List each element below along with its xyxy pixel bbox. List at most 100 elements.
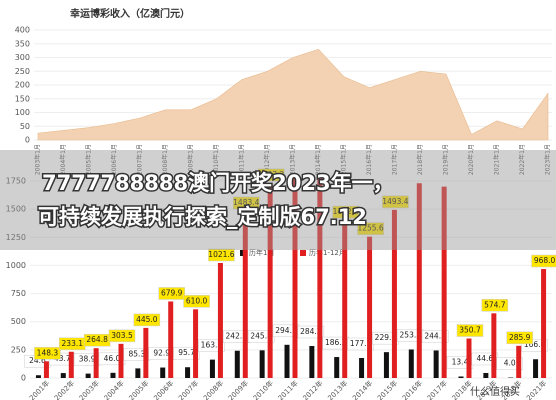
bar <box>185 367 191 378</box>
bar <box>284 344 290 378</box>
value-label: 244.5 <box>424 331 446 340</box>
value-label: 445.0 <box>136 315 158 324</box>
bar <box>267 182 273 378</box>
x-tick-label: 2001年 <box>27 378 51 400</box>
label-box <box>133 313 161 327</box>
value-label: 4.0 <box>504 359 516 368</box>
x-tick-label: 2011年1月 <box>238 144 246 175</box>
x-tick-label: 2012年 <box>301 378 325 400</box>
x-tick-label: 2017年 <box>425 378 449 400</box>
bar <box>359 357 365 378</box>
value-label: 294.9 <box>275 326 297 335</box>
bar <box>416 183 422 378</box>
x-tick-label: 2013年1月 <box>289 144 297 175</box>
value-label: 46.0 <box>104 354 121 363</box>
value-label: 242.1 <box>226 332 248 341</box>
value-label: 1733.2 <box>258 170 284 179</box>
bar <box>234 350 240 378</box>
x-tick-label: 2003年 <box>77 378 101 400</box>
value-label: 264.8 <box>86 335 108 344</box>
value-label: 245.8 <box>250 331 272 340</box>
label-box <box>531 254 556 268</box>
y-tick-label: 250 <box>15 67 30 76</box>
value-label: 574.7 <box>484 300 506 309</box>
x-tick-label: 2018年1月 <box>416 144 424 175</box>
label-box <box>332 205 359 219</box>
x-tick-label: 2019年1月 <box>442 144 450 175</box>
value-label: 92.9 <box>153 349 170 358</box>
bar <box>441 186 447 378</box>
y-tick-label: 350 <box>15 39 30 48</box>
y-tick-label: 1250 <box>6 233 26 242</box>
x-tick-label: 2007年1月 <box>136 144 144 175</box>
x-tick-label: 2010年1月 <box>212 144 220 175</box>
value-label: 303.5 <box>111 331 133 340</box>
x-tick-label: 2012年1月 <box>263 144 271 175</box>
chart-title: 幸运博彩收入（亿澳门元） <box>70 7 190 20</box>
bar <box>466 338 472 378</box>
bar <box>383 352 389 378</box>
x-tick-label: 2016年1月 <box>365 144 373 175</box>
y-tick-label: 1750 <box>6 177 26 186</box>
value-label: 186.2 <box>325 338 347 347</box>
x-tick-label: 2002年 <box>52 378 76 400</box>
bar <box>516 345 522 378</box>
watermark: 什么值得买 <box>470 385 520 398</box>
bar <box>533 359 539 378</box>
label-box <box>158 287 185 300</box>
y-tick-label: 1500 <box>6 205 26 214</box>
value-label: 43.7 <box>54 354 71 363</box>
x-tick-label: 2013年 <box>326 378 350 400</box>
x-tick-label: 2015年 <box>375 378 399 400</box>
x-tick-label: 2003年1月 <box>34 144 42 175</box>
legend-label: 历年1月 <box>249 248 274 257</box>
value-label: 95.7 <box>178 348 195 357</box>
bar <box>209 359 215 378</box>
label-box <box>481 299 509 312</box>
value-label: 38.9 <box>79 355 96 364</box>
label-box <box>208 248 235 262</box>
y-tick-label: 50 <box>20 122 30 131</box>
bar <box>35 375 41 378</box>
x-tick-label: 2008年 <box>201 378 225 400</box>
bar <box>458 376 464 378</box>
x-tick-label: 2011年 <box>276 378 300 400</box>
bar <box>309 346 315 378</box>
label-box <box>506 331 533 345</box>
y-tick-label: 150 <box>15 94 30 103</box>
value-label: 284.2 <box>300 327 322 336</box>
value-label: 1402.6 <box>333 207 359 216</box>
x-tick-label: 2006年1月 <box>110 144 118 175</box>
x-tick-label: 2004年 <box>102 378 126 400</box>
y-tick-label: 300 <box>15 53 30 62</box>
bar <box>491 313 497 378</box>
label-box <box>108 329 136 343</box>
value-label: 177.7 <box>350 339 372 348</box>
value-label: 229.6 <box>375 333 397 342</box>
bar <box>110 372 116 378</box>
value-label: 44.6 <box>477 354 494 363</box>
bar <box>43 361 49 378</box>
value-label: 253.3 <box>400 330 422 339</box>
x-tick-label: 2022年1月 <box>518 144 526 175</box>
x-tick-label: 2009年1月 <box>187 144 195 175</box>
x-tick-label: 2021年1月 <box>493 144 501 175</box>
y-tick-label: 1000 <box>6 261 26 270</box>
value-label: 1255.6 <box>357 224 383 233</box>
value-label: 166.6 <box>524 340 546 349</box>
x-tick-label: 2016年 <box>400 378 424 400</box>
x-tick-label: 2020年1月 <box>467 144 475 175</box>
x-tick-label: 2010年 <box>251 378 275 400</box>
bar <box>118 343 124 378</box>
label-box <box>456 324 484 337</box>
legend-swatch <box>300 250 306 256</box>
bar <box>85 373 91 378</box>
value-label: 1483.4 <box>233 198 259 207</box>
bar <box>541 269 547 378</box>
y-tick-label: 100 <box>15 108 30 117</box>
x-tick-label: 2023年1月 <box>544 144 552 175</box>
bar <box>160 367 166 378</box>
label-box <box>382 195 409 209</box>
label-box <box>183 295 210 308</box>
y-tick-label: 250 <box>11 345 26 354</box>
